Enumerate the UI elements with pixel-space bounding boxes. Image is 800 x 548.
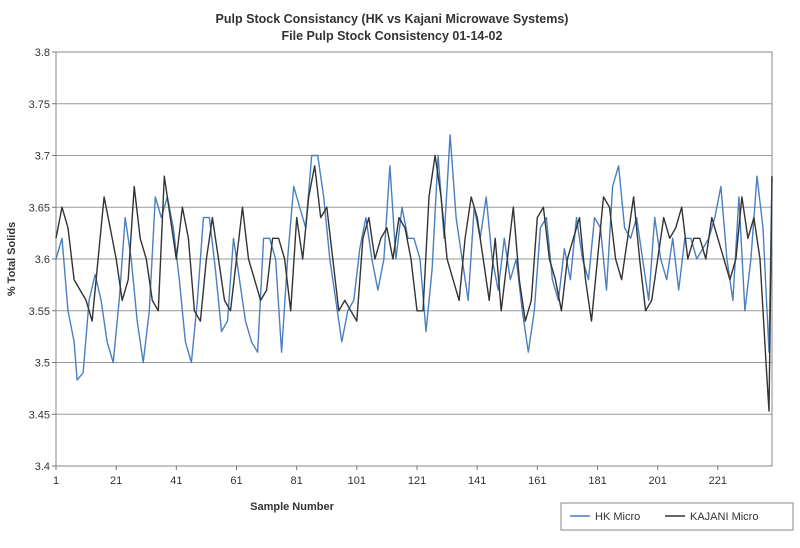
- x-tick-label: 181: [588, 475, 606, 487]
- y-tick-label: 3.75: [29, 99, 50, 111]
- series-lines: [55, 134, 773, 412]
- y-tick-label: 3.8: [35, 47, 50, 59]
- x-tick-label: 41: [170, 475, 182, 487]
- y-tick-label: 3.5: [35, 358, 50, 370]
- y-tick-label: 3.45: [29, 409, 50, 421]
- x-tick-label: 101: [348, 475, 366, 487]
- x-tick-label: 141: [468, 475, 486, 487]
- x-tick-label: 21: [110, 475, 122, 487]
- chart-title: Pulp Stock Consistancy (HK vs Kajani Mic…: [216, 12, 569, 26]
- legend-label-kajani-micro: KAJANI Micro: [690, 511, 758, 523]
- x-tick-label: 121: [408, 475, 426, 487]
- x-axis-ticks: 1 21 41 61 81 101 121 141 161 181 201 221: [53, 466, 727, 487]
- x-tick-label: 61: [230, 475, 242, 487]
- y-tick-label: 3.7: [35, 151, 50, 163]
- y-tick-label: 3.65: [29, 202, 50, 214]
- x-tick-label: 161: [528, 475, 546, 487]
- legend: HK Micro KAJANI Micro: [560, 502, 794, 531]
- series-line-kajani-micro: [55, 154, 773, 412]
- x-tick-label: 81: [291, 475, 303, 487]
- y-tick-label: 3.6: [35, 254, 50, 266]
- legend-label-hk-micro: HK Micro: [595, 511, 640, 523]
- y-tick-label: 3.4: [35, 461, 50, 473]
- chart-subtitle: File Pulp Stock Consistency 01-14-02: [282, 29, 503, 43]
- x-tick-label: 201: [649, 475, 667, 487]
- y-axis-ticks: 3.4 3.45 3.5 3.55 3.6 3.65 3.7 3.75 3.8: [29, 47, 56, 473]
- series-line-hk-micro: [55, 134, 773, 381]
- x-tick-label: 221: [709, 475, 727, 487]
- y-tick-label: 3.55: [29, 306, 50, 318]
- x-tick-label: 1: [53, 475, 59, 487]
- y-axis-label: % Total Solids: [6, 222, 18, 296]
- x-axis-label: Sample Number: [250, 501, 334, 513]
